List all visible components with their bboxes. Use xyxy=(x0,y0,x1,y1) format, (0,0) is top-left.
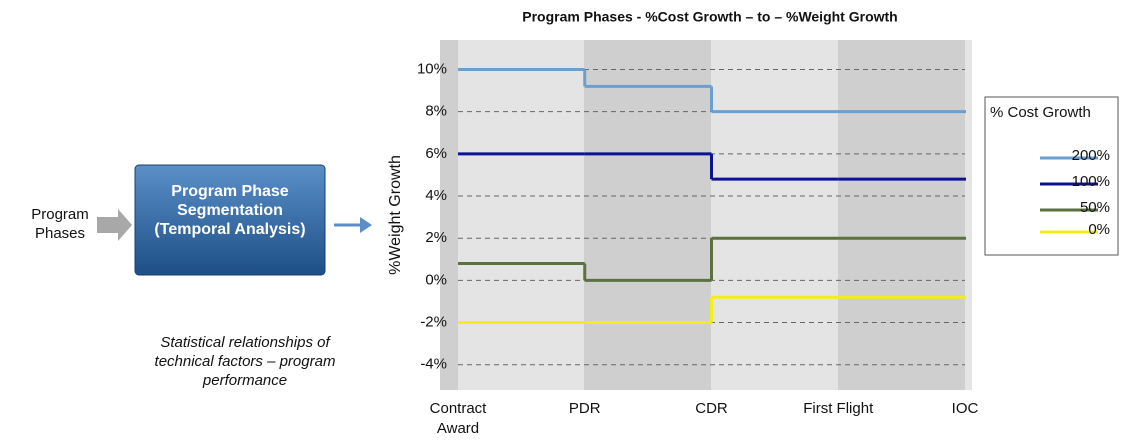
y-tick-label: 4% xyxy=(425,187,447,204)
legend-box xyxy=(984,96,1119,256)
plot-band xyxy=(584,40,711,390)
y-tick-label: 8% xyxy=(425,103,447,120)
y-tick-label: 10% xyxy=(417,60,447,77)
output-arrowhead xyxy=(360,217,372,233)
y-tick-label: 6% xyxy=(425,145,447,162)
y-axis-label: %Weight Growth xyxy=(387,155,404,275)
x-tick-label: IOC xyxy=(951,400,979,417)
y-tick-label: -4% xyxy=(420,356,447,373)
legend-label: 50% xyxy=(1080,199,1110,216)
y-tick-label: 2% xyxy=(425,229,447,246)
legend-label: 100% xyxy=(1072,173,1110,190)
x-tick-label: Contract Award xyxy=(429,400,487,437)
legend-title: % Cost Growth xyxy=(990,104,1091,121)
plot-band xyxy=(838,40,965,390)
process-box xyxy=(134,164,326,276)
box-label: Program Phase Segmentation (Temporal Ana… xyxy=(154,183,306,238)
legend-label: 0% xyxy=(1088,221,1110,238)
y-tick-label: -2% xyxy=(420,313,447,330)
caption: Statistical relationships of technical f… xyxy=(154,334,336,389)
input-label: Program Phases xyxy=(31,206,89,242)
chart-title: Program Phases - %Cost Growth – to – %We… xyxy=(522,9,897,25)
x-tick-label: First Flight xyxy=(803,400,874,417)
x-tick-label: PDR xyxy=(568,400,601,417)
legend-label: 200% xyxy=(1072,147,1110,164)
plot-band xyxy=(440,40,458,390)
y-tick-label: 0% xyxy=(425,271,447,288)
x-tick-label: CDR xyxy=(695,400,728,417)
input-arrow xyxy=(97,209,132,241)
